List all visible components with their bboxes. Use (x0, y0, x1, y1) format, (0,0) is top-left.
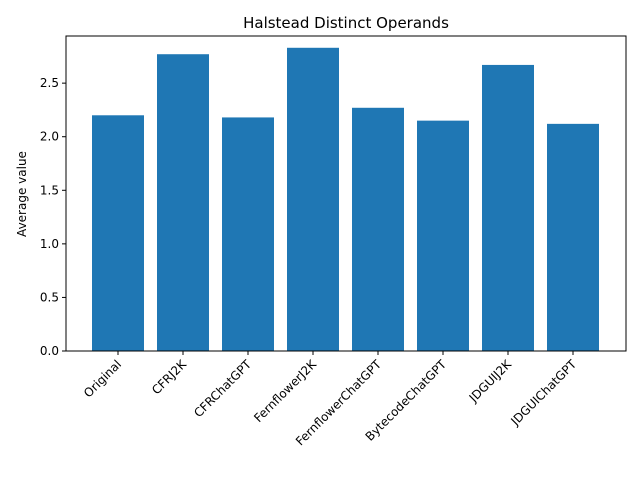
y-tick-label: 1.5 (40, 183, 59, 197)
chart-title: Halstead Distinct Operands (243, 14, 449, 32)
bars-group (92, 47, 599, 352)
bar-cfrj2k (157, 54, 209, 351)
y-tick-label: 0.5 (40, 290, 59, 304)
x-tick-label: Original (81, 357, 124, 400)
bar-fernflowerj2k (287, 47, 339, 352)
x-ticks-group: Original CFRJ2K CFRChatGPTFernflowerJ2KFer… (81, 351, 580, 448)
y-tick-label: 1.0 (40, 237, 59, 251)
x-tick-label: CFRChatGPT (191, 357, 254, 420)
y-tick-label: 0.0 (40, 344, 59, 358)
bar-jdguij2k (482, 64, 534, 351)
bar-jdguichatgpt (547, 123, 599, 351)
x-tick-label: JDGUIChatGPT (507, 357, 579, 429)
x-tick-label: JDGUIJ2K (466, 356, 515, 405)
y-ticks-group: 0.0 0.5 1.0 1.5 2.0 2.5 (40, 76, 66, 358)
y-axis-label: Average value (15, 151, 29, 237)
x-tick-label: FernflowerJ2K (251, 356, 320, 425)
bar-fernflowerchatgpt (352, 107, 404, 352)
x-tick-label: CFRJ2K (149, 356, 190, 397)
y-tick-label: 2.5 (40, 76, 59, 90)
bar-bytecodechatgpt (417, 120, 469, 352)
y-tick-label: 2.0 (40, 130, 59, 144)
plot-frame (65, 35, 627, 352)
bar-cfrchatgpt (222, 117, 274, 351)
bar-original (92, 115, 144, 352)
